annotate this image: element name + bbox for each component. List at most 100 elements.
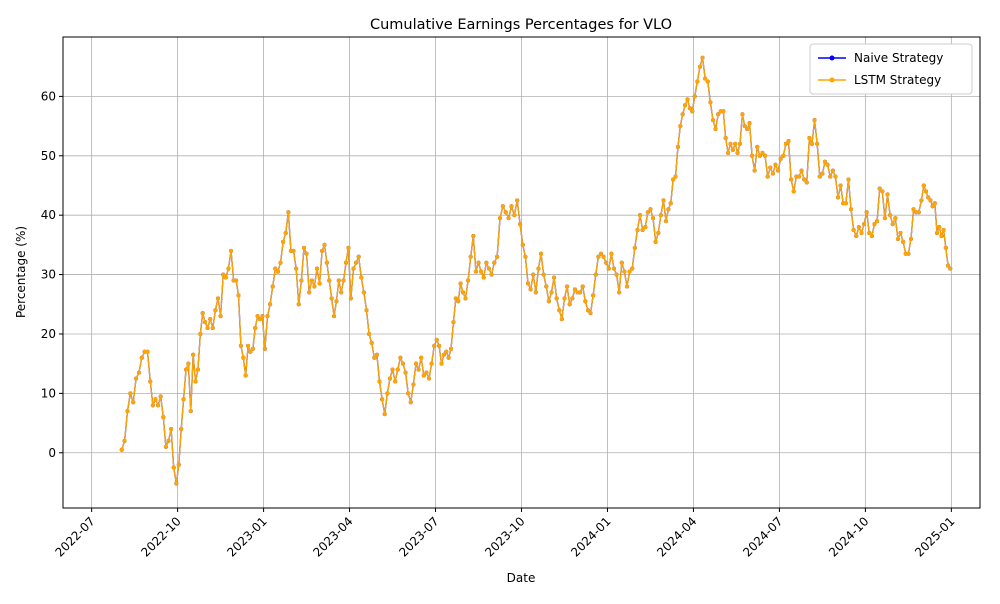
point xyxy=(260,314,265,319)
point xyxy=(526,281,531,286)
point xyxy=(666,207,671,212)
point xyxy=(836,195,841,200)
y-tick-label: 40 xyxy=(41,208,56,222)
point xyxy=(332,314,337,319)
point xyxy=(596,254,601,259)
x-axis-label: Date xyxy=(507,571,536,585)
point xyxy=(585,308,590,313)
point xyxy=(351,266,356,271)
point xyxy=(238,343,243,348)
point xyxy=(921,183,926,188)
point xyxy=(142,349,147,354)
point xyxy=(773,162,778,167)
point xyxy=(645,210,650,215)
point xyxy=(671,177,676,182)
point xyxy=(928,198,933,203)
point xyxy=(757,153,762,158)
point xyxy=(218,314,223,319)
point xyxy=(413,361,418,366)
point xyxy=(309,278,314,283)
point xyxy=(200,311,205,316)
point xyxy=(136,370,141,375)
point xyxy=(851,228,856,233)
point xyxy=(625,284,630,289)
point xyxy=(588,311,593,316)
point xyxy=(854,233,859,238)
point xyxy=(334,299,339,304)
point xyxy=(248,349,253,354)
point xyxy=(763,153,768,158)
point xyxy=(265,314,270,319)
point xyxy=(380,397,385,402)
point xyxy=(705,79,710,84)
point xyxy=(638,213,643,218)
series xyxy=(119,55,953,486)
point xyxy=(262,346,267,351)
point xyxy=(139,355,144,360)
point xyxy=(456,299,461,304)
point xyxy=(495,254,500,259)
point xyxy=(356,254,361,259)
point xyxy=(583,299,588,304)
point xyxy=(336,278,341,283)
point xyxy=(479,269,484,274)
point xyxy=(421,373,426,378)
point xyxy=(630,266,635,271)
point xyxy=(283,231,288,236)
point xyxy=(745,127,750,132)
point xyxy=(393,379,398,384)
point xyxy=(856,225,861,230)
point xyxy=(171,465,176,470)
point xyxy=(786,138,791,143)
point xyxy=(830,168,835,173)
point xyxy=(747,121,752,126)
point xyxy=(210,326,215,331)
point xyxy=(153,397,158,402)
point xyxy=(460,290,465,295)
point xyxy=(614,272,619,277)
point xyxy=(520,242,525,247)
point xyxy=(278,260,283,265)
point xyxy=(735,150,740,155)
point xyxy=(658,213,663,218)
point xyxy=(515,198,520,203)
point xyxy=(270,284,275,289)
point xyxy=(619,260,624,265)
point xyxy=(273,266,278,271)
point xyxy=(367,331,372,336)
point xyxy=(466,278,471,283)
point xyxy=(406,391,411,396)
point xyxy=(324,260,329,265)
point xyxy=(122,438,127,443)
point xyxy=(692,94,697,99)
point xyxy=(941,228,946,233)
point xyxy=(932,201,937,206)
point xyxy=(776,168,781,173)
point xyxy=(796,174,801,179)
point xyxy=(846,177,851,182)
point xyxy=(908,236,913,241)
point xyxy=(255,314,260,319)
point xyxy=(591,293,596,298)
point xyxy=(635,228,640,233)
point xyxy=(723,135,728,140)
point xyxy=(451,320,456,325)
point xyxy=(663,219,668,224)
point xyxy=(304,251,309,256)
point xyxy=(369,340,374,345)
point xyxy=(533,290,538,295)
point xyxy=(523,254,528,259)
point xyxy=(229,248,234,253)
point xyxy=(299,278,304,283)
point xyxy=(930,204,935,209)
point xyxy=(867,231,872,236)
point xyxy=(156,403,161,408)
point xyxy=(872,222,877,227)
point xyxy=(253,326,258,331)
point xyxy=(473,269,478,274)
point xyxy=(453,296,458,301)
point xyxy=(382,412,387,417)
point xyxy=(322,242,327,247)
point xyxy=(486,266,491,271)
point xyxy=(580,284,585,289)
